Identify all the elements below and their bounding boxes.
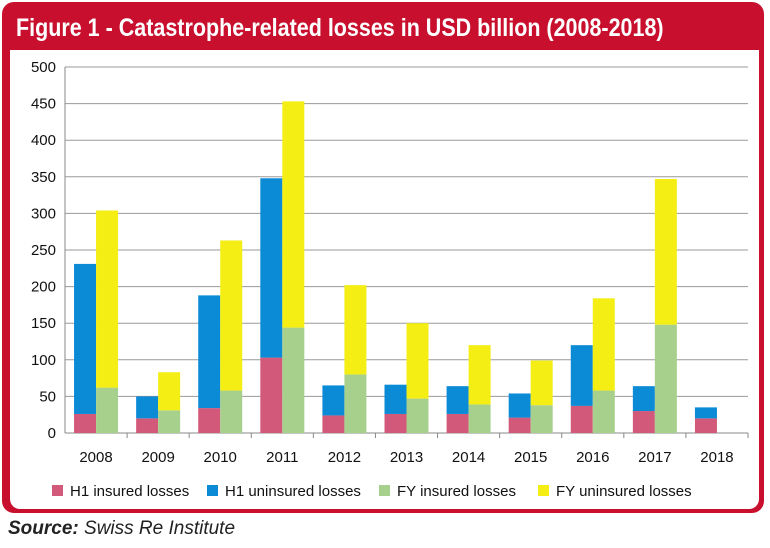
source-note: Source: Swiss Re Institute [8, 518, 235, 540]
bar-segment [344, 285, 367, 375]
y-tick-label: 400 [31, 132, 56, 149]
legend-swatch [52, 485, 63, 496]
x-tick-label: 2014 [452, 449, 485, 466]
bar-segment [570, 345, 593, 406]
bar-segment [508, 393, 531, 418]
x-tick-label: 2015 [514, 449, 547, 466]
x-tick-label: 2018 [700, 449, 733, 466]
y-tick-label: 500 [31, 59, 56, 76]
bar-segment [282, 101, 305, 328]
legend-swatch [538, 485, 549, 496]
bar-segment [384, 413, 407, 433]
figure-frame: Figure 1 - Catastrophe-related losses in… [2, 2, 764, 513]
y-tick-label: 450 [31, 96, 56, 113]
bars [74, 101, 717, 433]
legend-label: FY insured losses [397, 483, 516, 500]
y-tick-label: 150 [31, 315, 56, 332]
tick-labels: 0 50 100 150 200 250 300 350 400 450 500 2008 2009 20… [31, 59, 734, 466]
bar-segment [694, 407, 717, 419]
bar-segment [282, 327, 305, 433]
chart: 0 50 100 150 200 250 300 350 400 450 500 2008 2009 20… [31, 59, 749, 500]
x-tick-label: 2017 [638, 449, 671, 466]
bar-segment [468, 404, 491, 433]
x-tick-label: 2008 [79, 449, 112, 466]
x-tick-label: 2016 [576, 449, 609, 466]
bar-segment [530, 405, 553, 433]
bar-segment [632, 386, 655, 412]
bar-segment [654, 178, 677, 325]
bar-segment [592, 390, 615, 433]
bar-segment [96, 210, 119, 388]
bar-segment [74, 413, 97, 433]
bar-segment [406, 323, 429, 399]
y-tick-label: 0 [48, 425, 56, 442]
x-tick-label: 2013 [390, 449, 423, 466]
bar-segment [322, 385, 345, 416]
y-tick-label: 350 [31, 169, 56, 186]
gridlines [65, 66, 748, 397]
x-tick-label: 2009 [141, 449, 174, 466]
legend-label: H1 uninsured losses [225, 483, 361, 500]
bar-segment [592, 298, 615, 391]
legend-label: FY uninsured losses [556, 483, 692, 500]
source-label: Source: [8, 518, 79, 539]
legend-swatch [207, 485, 218, 496]
bar-segment [322, 415, 345, 433]
bar-segment [384, 384, 407, 414]
bar-segment [508, 417, 531, 433]
legend-label: H1 insured losses [70, 483, 189, 500]
legend-swatch [379, 485, 390, 496]
bar-segment [158, 410, 181, 433]
bar-segment [158, 372, 181, 411]
bar-segment [220, 390, 243, 433]
source-text: Swiss Re Institute [84, 518, 236, 539]
bar-segment [220, 240, 243, 391]
bar-segment [654, 324, 677, 433]
bar-segment [260, 357, 283, 433]
bar-segment [570, 405, 593, 433]
bar-segment [468, 345, 491, 405]
bar-segment [136, 418, 159, 433]
y-tick-label: 50 [39, 388, 56, 405]
chart-panel: 0 50 100 150 200 250 300 350 400 450 500 2008 2009 20… [10, 50, 759, 509]
bar-segment [136, 396, 159, 419]
y-tick-label: 300 [31, 205, 56, 222]
x-tick-label: 2010 [204, 449, 237, 466]
bar-segment [344, 374, 367, 433]
x-tick-label: 2012 [328, 449, 361, 466]
bar-segment [632, 411, 655, 433]
bar-segment [446, 413, 469, 433]
bar-segment [530, 360, 553, 406]
x-tick-label: 2011 [266, 449, 298, 466]
bar-segment [198, 295, 221, 409]
bar-segment [198, 408, 221, 433]
bar-segment [96, 387, 119, 433]
y-tick-label: 100 [31, 352, 56, 369]
y-tick-label: 200 [31, 279, 56, 296]
figure-title: Figure 1 - Catastrophe-related losses in… [16, 14, 664, 42]
bar-segment [694, 418, 717, 433]
legend: H1 insured losses H1 uninsured losses FY i… [52, 483, 692, 500]
bar-segment [260, 178, 283, 358]
bar-segment [446, 386, 469, 414]
y-tick-label: 250 [31, 242, 56, 259]
bar-segment [406, 398, 429, 433]
bar-segment [74, 263, 97, 414]
